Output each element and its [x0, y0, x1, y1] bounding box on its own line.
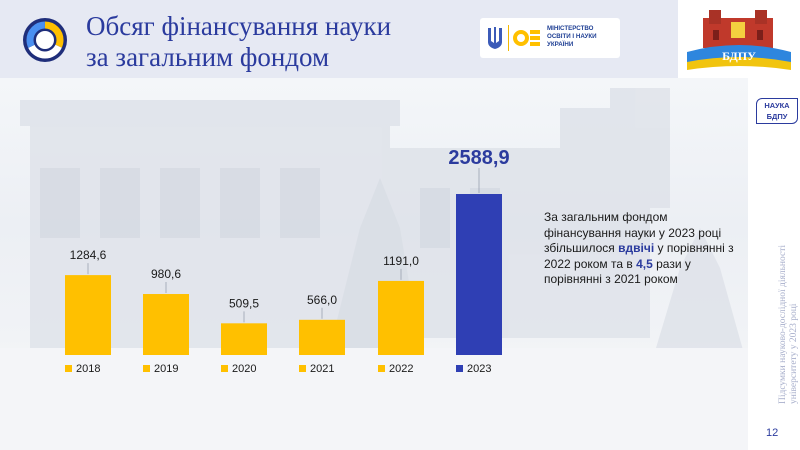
- trident-icon: [488, 27, 502, 49]
- vertical-caption-line-2: університету у 2023 році: [789, 303, 799, 404]
- background-photo: [0, 78, 748, 450]
- title-line-2: за загальним фондом: [86, 42, 330, 72]
- sidebar: [748, 78, 800, 450]
- legend-swatch-2018: [65, 365, 72, 372]
- legend-label-2021: 2021: [310, 363, 334, 375]
- ministry-name: МІНІСТЕРСТВО ОСВІТИ І НАУКИ УКРАЇНИ: [547, 25, 597, 48]
- legend-swatch-2019: [143, 365, 150, 372]
- legend-label-2019: 2019: [154, 363, 178, 375]
- summary-highlight-1: вдвічі: [618, 241, 655, 256]
- science-badge: НАУКА БДПУ: [756, 98, 798, 124]
- legend-label-2018: 2018: [76, 363, 100, 375]
- university-logo-text: БДПУ: [722, 49, 756, 63]
- bar-2019: [143, 294, 189, 355]
- ministry-emblem-icon: [513, 30, 540, 46]
- legend-swatch-2023: [456, 365, 463, 372]
- bar-2018: [65, 275, 111, 355]
- funding-bar-chart: 1284,6 2018 980,6 2019 509,5 2020 566,0 2021 119…: [65, 147, 510, 375]
- bar-2022: [378, 280, 424, 355]
- legend-swatch-2021: [299, 365, 306, 372]
- value-label-2020: 509,5: [229, 296, 259, 310]
- bar-2020: [221, 323, 267, 355]
- value-label-2022: 1191,0: [383, 254, 419, 268]
- legend-label-2020: 2020: [232, 363, 256, 375]
- summary-part-2: у порівнянні з 2022 роком та в: [544, 241, 734, 271]
- vertical-caption: Підсумки науково-дослідної діяльності ун…: [778, 204, 800, 404]
- title-line-1: Обсяг фінансування науки: [86, 11, 392, 41]
- value-label-2019: 980,6: [151, 267, 181, 281]
- badge-line-1: НАУКА: [764, 101, 790, 110]
- vertical-caption-line-1: Підсумки науково-дослідної діяльності: [778, 244, 788, 404]
- legend-label-2023: 2023: [467, 363, 491, 375]
- value-label-2023: 2588,9: [448, 147, 509, 169]
- bar-2021: [299, 319, 345, 355]
- ministry-logo: МІНІСТЕРСТВО ОСВІТИ І НАУКИ УКРАЇНИ: [480, 18, 620, 58]
- value-label-2021: 566,0: [307, 293, 337, 307]
- page-title: Обсяг фінансування науки за загальним фо…: [86, 11, 466, 73]
- summary-part-1: За загальним фондом фінансування науки у…: [544, 210, 722, 256]
- bar-2023: [456, 194, 502, 355]
- summary-highlight-2: 4,5: [636, 256, 653, 271]
- ring-logo-icon: [23, 18, 67, 62]
- summary-text: За загальним фондом фінансування науки у…: [544, 210, 734, 288]
- badge-line-2: БДПУ: [766, 112, 788, 121]
- legend-swatch-2022: [378, 365, 385, 372]
- legend-swatch-2020: [221, 365, 228, 372]
- university-logo: БДПУ: [687, 10, 791, 70]
- legend-label-2022: 2022: [389, 363, 413, 375]
- summary-part-3: рази у порівнянні з 2021 роком: [544, 256, 691, 287]
- logo-separator: [508, 25, 509, 51]
- value-label-2018: 1284,6: [70, 248, 107, 262]
- page-number: 12: [766, 427, 779, 439]
